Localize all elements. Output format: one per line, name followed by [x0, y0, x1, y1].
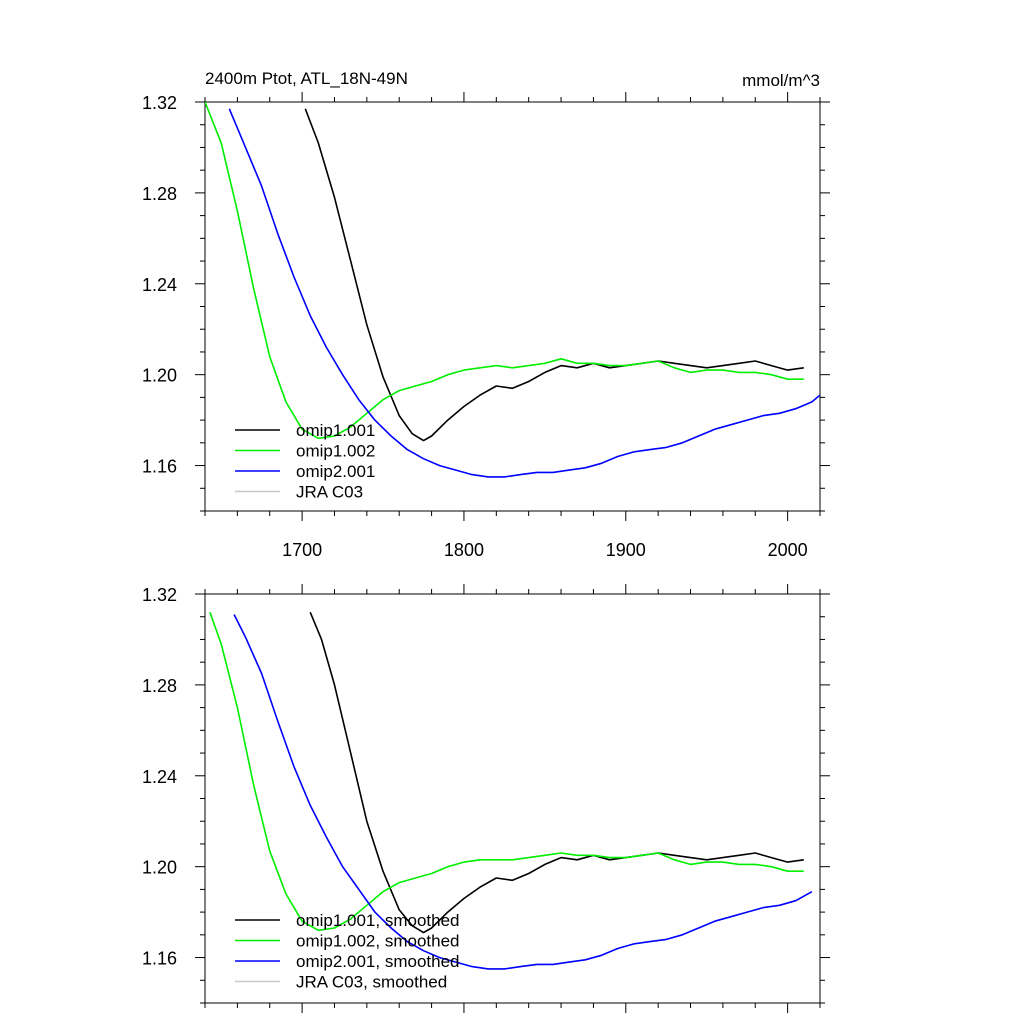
- y-tick-label: 1.28: [142, 184, 177, 204]
- y-tick-label: 1.16: [142, 457, 177, 477]
- y-tick-label: 1.20: [142, 858, 177, 878]
- x-tick-label: 1900: [606, 540, 646, 560]
- y-tick-label: 1.20: [142, 366, 177, 386]
- x-tick-label: 1700: [282, 540, 322, 560]
- x-tick-label: 1800: [444, 540, 484, 560]
- y-tick-label: 1.32: [142, 93, 177, 113]
- series-line-omip1-001: [304, 108, 804, 442]
- legend-label: omip1.001, smoothed: [296, 911, 460, 930]
- y-tick-label: 1.32: [142, 585, 177, 605]
- series-line-omip2-001-smoothed: [233, 614, 813, 970]
- y-tick-label: 1.24: [142, 275, 177, 295]
- legend-label: omip2.001: [296, 462, 375, 481]
- legend-label: omip1.001: [296, 421, 375, 440]
- x-tick-label: 2000: [768, 540, 808, 560]
- legend-label: JRA C03: [296, 483, 363, 502]
- y-tick-label: 1.16: [142, 949, 177, 969]
- y-tick-label: 1.28: [142, 676, 177, 696]
- units-label: mmol/m^3: [742, 71, 820, 90]
- chart-title: 2400m Ptot, ATL_18N-49N: [205, 69, 408, 88]
- series-line-omip1-002-smoothed: [209, 611, 804, 932]
- series-line-omip1-002: [205, 102, 804, 440]
- legend-label: omip1.002: [296, 442, 375, 461]
- legend-label: omip2.001, smoothed: [296, 952, 460, 971]
- series-line-omip2-001: [228, 108, 820, 478]
- legend-label: JRA C03, smoothed: [296, 973, 447, 992]
- series-line-omip1-001-smoothed: [309, 611, 804, 934]
- y-tick-label: 1.24: [142, 767, 177, 787]
- legend-label: omip1.002, smoothed: [296, 932, 460, 951]
